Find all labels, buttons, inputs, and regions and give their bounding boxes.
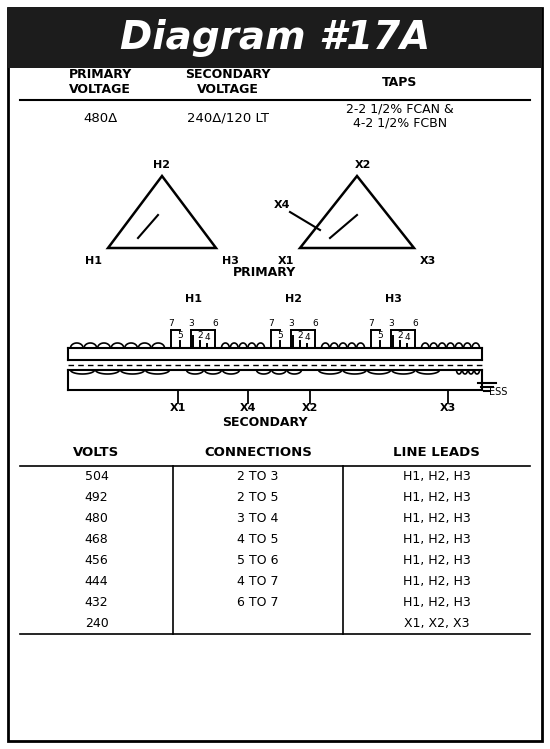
Text: H1, H2, H3: H1, H2, H3 <box>403 470 470 483</box>
Text: 4 TO 5: 4 TO 5 <box>237 533 279 546</box>
Text: 4: 4 <box>404 333 410 342</box>
Text: X3: X3 <box>420 256 436 266</box>
Text: 3: 3 <box>188 318 194 327</box>
Text: X3: X3 <box>440 403 456 413</box>
Text: VOLTS: VOLTS <box>73 446 120 459</box>
Text: 444: 444 <box>85 575 108 588</box>
Text: PRIMARY
VOLTAGE: PRIMARY VOLTAGE <box>68 68 131 96</box>
Text: H1, H2, H3: H1, H2, H3 <box>403 554 470 567</box>
Text: H1, H2, H3: H1, H2, H3 <box>403 512 470 525</box>
Text: 4: 4 <box>204 333 210 342</box>
Text: H3: H3 <box>384 294 402 304</box>
Text: X1, X2, X3: X1, X2, X3 <box>404 617 469 630</box>
Text: SECONDARY
VOLTAGE: SECONDARY VOLTAGE <box>185 68 271 96</box>
Text: H1, H2, H3: H1, H2, H3 <box>403 596 470 609</box>
Text: 6: 6 <box>312 318 318 327</box>
Text: PRIMARY: PRIMARY <box>233 265 296 279</box>
Text: TAPS: TAPS <box>382 76 417 88</box>
Text: 2: 2 <box>197 330 203 339</box>
Text: SECONDARY: SECONDARY <box>222 416 308 428</box>
Text: X4: X4 <box>240 403 256 413</box>
Text: CONNECTIONS: CONNECTIONS <box>204 446 312 459</box>
Text: H1: H1 <box>184 294 201 304</box>
Text: 240: 240 <box>85 617 108 630</box>
Text: H1, H2, H3: H1, H2, H3 <box>403 575 470 588</box>
Text: Diagram #17A: Diagram #17A <box>120 19 430 57</box>
Text: 6: 6 <box>212 318 218 327</box>
Text: 7: 7 <box>268 318 274 327</box>
Text: 432: 432 <box>85 596 108 609</box>
Text: 5: 5 <box>377 330 383 339</box>
Text: 5 TO 6: 5 TO 6 <box>237 554 279 567</box>
Text: 7: 7 <box>168 318 174 327</box>
Text: H3: H3 <box>222 256 239 266</box>
Text: X2: X2 <box>355 160 371 170</box>
Text: X1: X1 <box>278 256 294 266</box>
Text: 5: 5 <box>177 330 183 339</box>
Text: 4 TO 7: 4 TO 7 <box>237 575 279 588</box>
Text: 480Δ: 480Δ <box>83 112 117 124</box>
Text: 2-2 1/2% FCAN &
4-2 1/2% FCBN: 2-2 1/2% FCAN & 4-2 1/2% FCBN <box>346 102 454 130</box>
Text: X2: X2 <box>302 403 318 413</box>
Text: 7: 7 <box>368 318 374 327</box>
Text: X4: X4 <box>274 200 290 210</box>
Text: 6 TO 7: 6 TO 7 <box>237 596 279 609</box>
Text: 3: 3 <box>388 318 394 327</box>
Text: H2: H2 <box>284 294 301 304</box>
Text: 3: 3 <box>288 318 294 327</box>
Text: 492: 492 <box>85 491 108 504</box>
Text: LINE LEADS: LINE LEADS <box>393 446 480 459</box>
Text: 2: 2 <box>397 330 403 339</box>
Text: H1, H2, H3: H1, H2, H3 <box>403 533 470 546</box>
Text: 468: 468 <box>85 533 108 546</box>
Text: 4: 4 <box>304 333 310 342</box>
Text: 3 TO 4: 3 TO 4 <box>237 512 279 525</box>
Text: 5: 5 <box>277 330 283 339</box>
Text: X1: X1 <box>170 403 186 413</box>
Text: 2: 2 <box>297 330 303 339</box>
Text: 6: 6 <box>412 318 418 327</box>
Text: 2 TO 5: 2 TO 5 <box>237 491 279 504</box>
Text: 480: 480 <box>85 512 108 525</box>
Text: H1: H1 <box>85 256 102 266</box>
Text: H2: H2 <box>153 160 170 170</box>
Bar <box>8 8 542 68</box>
Text: H1, H2, H3: H1, H2, H3 <box>403 491 470 504</box>
Text: 2 TO 3: 2 TO 3 <box>237 470 279 483</box>
Text: 456: 456 <box>85 554 108 567</box>
Text: 240Δ/120 LT: 240Δ/120 LT <box>187 112 269 124</box>
Text: 504: 504 <box>85 470 108 483</box>
Text: ESS: ESS <box>489 387 507 397</box>
